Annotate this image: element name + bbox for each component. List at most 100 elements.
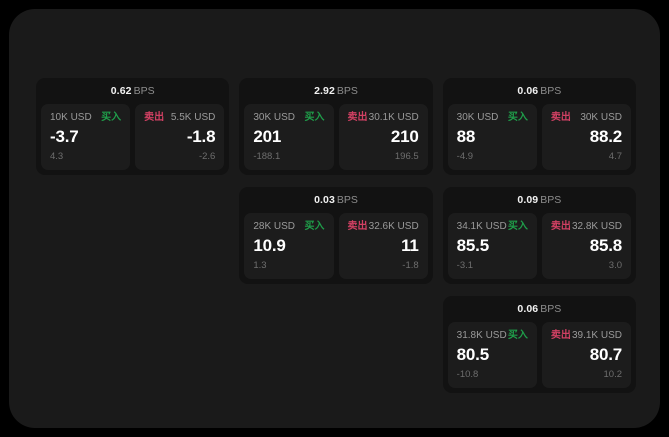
buy-price: 80.5 <box>456 345 489 364</box>
quote-card[interactable]: 0.06 BPS 31.8K USD 买入 80.5 -10.8 卖出 39.1K USD 80… <box>442 296 636 393</box>
card-header: 0.03 BPS <box>244 193 427 213</box>
sell-side[interactable]: 卖出 39.1K USD 80.7 10.2 <box>541 322 631 388</box>
buy-side-header: 30K USD 买入 <box>253 111 324 124</box>
sell-price: 210 <box>390 127 419 146</box>
sell-price: 85.8 <box>589 236 622 255</box>
sell-side-header: 卖出 30.1K USD <box>348 111 419 124</box>
spread-value: 0.03 <box>314 194 335 206</box>
spread-unit: BPS <box>336 85 358 97</box>
spread-value: 0.62 <box>110 85 132 97</box>
buy-side[interactable]: 31.8K USD 买入 80.5 -10.8 <box>447 322 537 388</box>
card-header: 0.09 BPS <box>448 193 631 213</box>
sell-side[interactable]: 卖出 30.1K USD 210 196.5 <box>338 104 428 170</box>
sell-delta: -1.8 <box>402 260 419 271</box>
sell-price: 88.2 <box>589 127 622 146</box>
buy-delta: 4.3 <box>50 151 64 162</box>
buy-side[interactable]: 10K USD 买入 -3.7 4.3 <box>41 104 131 170</box>
buy-side-header: 30K USD 买入 <box>457 111 528 124</box>
buy-direction-label: 买入 <box>101 112 122 123</box>
buy-side-header: 28K USD 买入 <box>253 220 324 233</box>
sell-size-label: 30K USD <box>580 112 622 123</box>
buy-delta: -4.9 <box>456 151 474 162</box>
buy-size-label: 31.8K USD <box>456 330 507 341</box>
card-header: 2.92 BPS <box>244 84 427 104</box>
sell-side-header: 卖出 5.5K USD <box>144 111 215 124</box>
spread-unit: BPS <box>133 85 155 97</box>
sell-size-label: 5.5K USD <box>170 112 216 123</box>
sell-direction-label: 卖出 <box>347 112 368 123</box>
buy-price: 201 <box>253 127 282 146</box>
sell-delta: -2.6 <box>198 151 216 162</box>
quote-card[interactable]: 0.62 BPS 10K USD 买入 -3.7 4.3 卖出 5.5K USD -1.8 -2.… <box>36 78 230 175</box>
sell-direction-label: 卖出 <box>550 330 571 341</box>
buy-side-header: 10K USD 买入 <box>50 111 121 124</box>
card-sides: 10K USD 买入 -3.7 4.3 卖出 5.5K USD -1.8 -2.6 <box>41 104 225 170</box>
sell-size-label: 32.6K USD <box>368 221 419 232</box>
sell-side[interactable]: 卖出 30K USD 88.2 4.7 <box>541 104 631 170</box>
quote-column: 0.06 BPS 30K USD 买入 88 -4.9 卖出 30K USD 88.2 4.7 0.… <box>442 78 636 398</box>
buy-direction-label: 买入 <box>507 221 528 232</box>
buy-side[interactable]: 28K USD 买入 10.9 1.3 <box>244 213 334 279</box>
sell-side-header: 卖出 30K USD <box>551 111 622 124</box>
buy-direction-label: 买入 <box>507 330 528 341</box>
quote-card[interactable]: 0.03 BPS 28K USD 买入 10.9 1.3 卖出 32.6K USD 11 -1.8 <box>239 187 433 284</box>
quote-card[interactable]: 0.06 BPS 30K USD 买入 88 -4.9 卖出 30K USD 88.2 4.7 <box>442 78 636 175</box>
buy-side[interactable]: 30K USD 买入 201 -188.1 <box>244 104 334 170</box>
buy-size-label: 30K USD <box>456 112 499 123</box>
sell-side[interactable]: 卖出 5.5K USD -1.8 -2.6 <box>135 104 225 170</box>
sell-delta: 4.7 <box>608 151 622 162</box>
sell-direction-label: 卖出 <box>550 112 571 123</box>
buy-side-header: 31.8K USD 买入 <box>457 329 528 342</box>
card-header: 0.62 BPS <box>41 84 224 104</box>
quote-board-panel: 0.62 BPS 10K USD 买入 -3.7 4.3 卖出 5.5K USD -1.8 -2.… <box>9 9 660 428</box>
spread-value: 0.09 <box>517 194 539 206</box>
spread-value: 0.06 <box>517 85 539 97</box>
sell-size-label: 39.1K USD <box>571 330 622 341</box>
buy-size-label: 30K USD <box>253 112 296 123</box>
card-header: 0.06 BPS <box>448 302 631 322</box>
buy-side[interactable]: 34.1K USD 买入 85.5 -3.1 <box>447 213 537 279</box>
buy-side-header: 34.1K USD 买入 <box>457 220 528 233</box>
buy-delta: -188.1 <box>253 151 281 162</box>
spread-value: 0.06 <box>517 303 539 315</box>
buy-price: -3.7 <box>50 127 79 146</box>
buy-size-label: 28K USD <box>253 221 296 232</box>
sell-direction-label: 卖出 <box>550 221 571 232</box>
buy-side[interactable]: 30K USD 买入 88 -4.9 <box>447 104 537 170</box>
spread-unit: BPS <box>540 194 562 206</box>
buy-direction-label: 买入 <box>304 221 325 232</box>
sell-side-header: 卖出 32.8K USD <box>551 220 622 233</box>
sell-delta: 10.2 <box>603 369 623 380</box>
buy-delta: 1.3 <box>253 260 267 271</box>
card-sides: 28K USD 买入 10.9 1.3 卖出 32.6K USD 11 -1.8 <box>244 213 428 279</box>
sell-price: 80.7 <box>589 345 622 364</box>
buy-direction-label: 买入 <box>304 112 325 123</box>
quote-column: 2.92 BPS 30K USD 买入 201 -188.1 卖出 30.1K USD 210 1… <box>239 78 433 398</box>
sell-side[interactable]: 卖出 32.8K USD 85.8 3.0 <box>541 213 631 279</box>
sell-side-header: 卖出 32.6K USD <box>348 220 419 233</box>
card-header: 0.06 BPS <box>448 84 631 104</box>
sell-direction-label: 卖出 <box>144 112 165 123</box>
sell-size-label: 32.8K USD <box>571 221 622 232</box>
quote-card[interactable]: 2.92 BPS 30K USD 买入 201 -188.1 卖出 30.1K USD 210 1… <box>239 78 433 175</box>
buy-size-label: 10K USD <box>50 112 92 123</box>
card-sides: 34.1K USD 买入 85.5 -3.1 卖出 32.8K USD 85.8 3.0 <box>447 213 631 279</box>
card-sides: 30K USD 买入 88 -4.9 卖出 30K USD 88.2 4.7 <box>447 104 631 170</box>
buy-price: 10.9 <box>253 236 286 255</box>
sell-size-label: 30.1K USD <box>368 112 419 123</box>
buy-delta: -10.8 <box>456 369 479 380</box>
buy-direction-label: 买入 <box>507 112 528 123</box>
sell-side-header: 卖出 39.1K USD <box>551 329 622 342</box>
buy-size-label: 34.1K USD <box>456 221 507 232</box>
card-sides: 30K USD 买入 201 -188.1 卖出 30.1K USD 210 196.5 <box>244 104 428 170</box>
quote-card[interactable]: 0.09 BPS 34.1K USD 买入 85.5 -3.1 卖出 32.8K USD 85.… <box>442 187 636 284</box>
sell-price: 11 <box>401 236 419 255</box>
sell-side[interactable]: 卖出 32.6K USD 11 -1.8 <box>338 213 428 279</box>
buy-price: 88 <box>456 127 476 146</box>
quote-column: 0.62 BPS 10K USD 买入 -3.7 4.3 卖出 5.5K USD -1.8 -2.… <box>36 78 230 398</box>
card-sides: 31.8K USD 买入 80.5 -10.8 卖出 39.1K USD 80.7 10.2 <box>447 322 631 388</box>
spread-unit: BPS <box>540 303 562 315</box>
buy-price: 85.5 <box>456 236 489 255</box>
quote-columns: 0.62 BPS 10K USD 买入 -3.7 4.3 卖出 5.5K USD -1.8 -2.… <box>36 78 636 398</box>
